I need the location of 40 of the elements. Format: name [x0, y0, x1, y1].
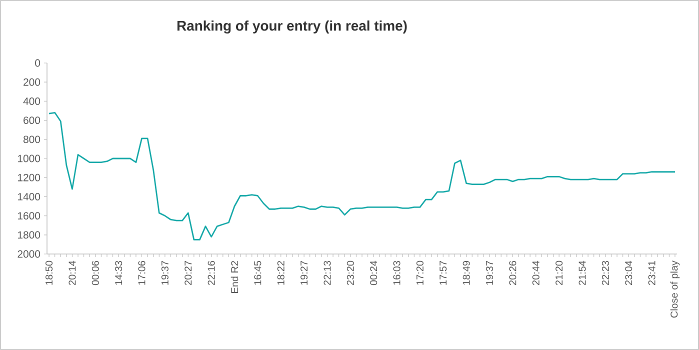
y-tick-label: 400 — [23, 98, 40, 105]
x-tick-label: 17:57 — [440, 261, 447, 285]
y-tick-label: 2000 — [18, 250, 40, 258]
x-tick-label: 17:06 — [138, 260, 146, 285]
x-tick-label: 16:03 — [393, 260, 400, 285]
x-tick-label: 00:24 — [370, 260, 378, 286]
y-tick-label: 1000 — [18, 154, 40, 162]
y-tick-label: 800 — [23, 136, 40, 144]
x-tick-label: 00:06 — [92, 260, 99, 286]
x-tick-label: 20:14 — [68, 260, 76, 285]
x-tick-label: 19:37 — [486, 261, 494, 285]
y-tick-label: 1600 — [18, 212, 40, 220]
x-tick-label: 22:23 — [602, 260, 609, 285]
x-tick-label: 19:37 — [161, 261, 168, 285]
chart-title: Ranking of your entry (in real time) — [177, 20, 407, 34]
y-tick-label: 600 — [24, 116, 40, 124]
x-tick-label: 21:20 — [556, 260, 563, 285]
x-tick-label: 23:41 — [648, 261, 656, 285]
x-tick-label: 18:49 — [462, 260, 470, 285]
y-tick-label: 200 — [24, 78, 40, 86]
x-tick-label: 14:33 — [115, 260, 122, 285]
y-tick-label: 1200 — [18, 174, 40, 182]
x-tick-label: 20:26 — [509, 260, 516, 285]
x-tick-label: 20:27 — [184, 261, 192, 285]
x-tick-label: End R2 — [230, 261, 238, 293]
x-tick-label: 21:54 — [578, 260, 586, 285]
x-tick-label: 20:44 — [532, 260, 540, 285]
x-tick-label: 17:20 — [416, 260, 424, 285]
y-tick-label: 1400 — [18, 193, 40, 200]
x-tick-label: 16:45 — [254, 260, 262, 285]
x-tick-label: Close of play — [670, 260, 680, 318]
x-tick-label: 18:22 — [277, 261, 284, 285]
y-tick-label: 0 — [35, 59, 40, 67]
y-tick-label: 1800 — [18, 231, 40, 239]
x-tick-label: 18:50 — [46, 260, 53, 285]
x-tick-label: 23:20 — [346, 260, 354, 285]
x-tick-label: 22:13 — [324, 260, 331, 285]
x-tick-label: 22:16 — [208, 260, 215, 285]
x-tick-label: 23:04 — [625, 260, 632, 285]
x-tick-label: 19:27 — [300, 261, 308, 285]
